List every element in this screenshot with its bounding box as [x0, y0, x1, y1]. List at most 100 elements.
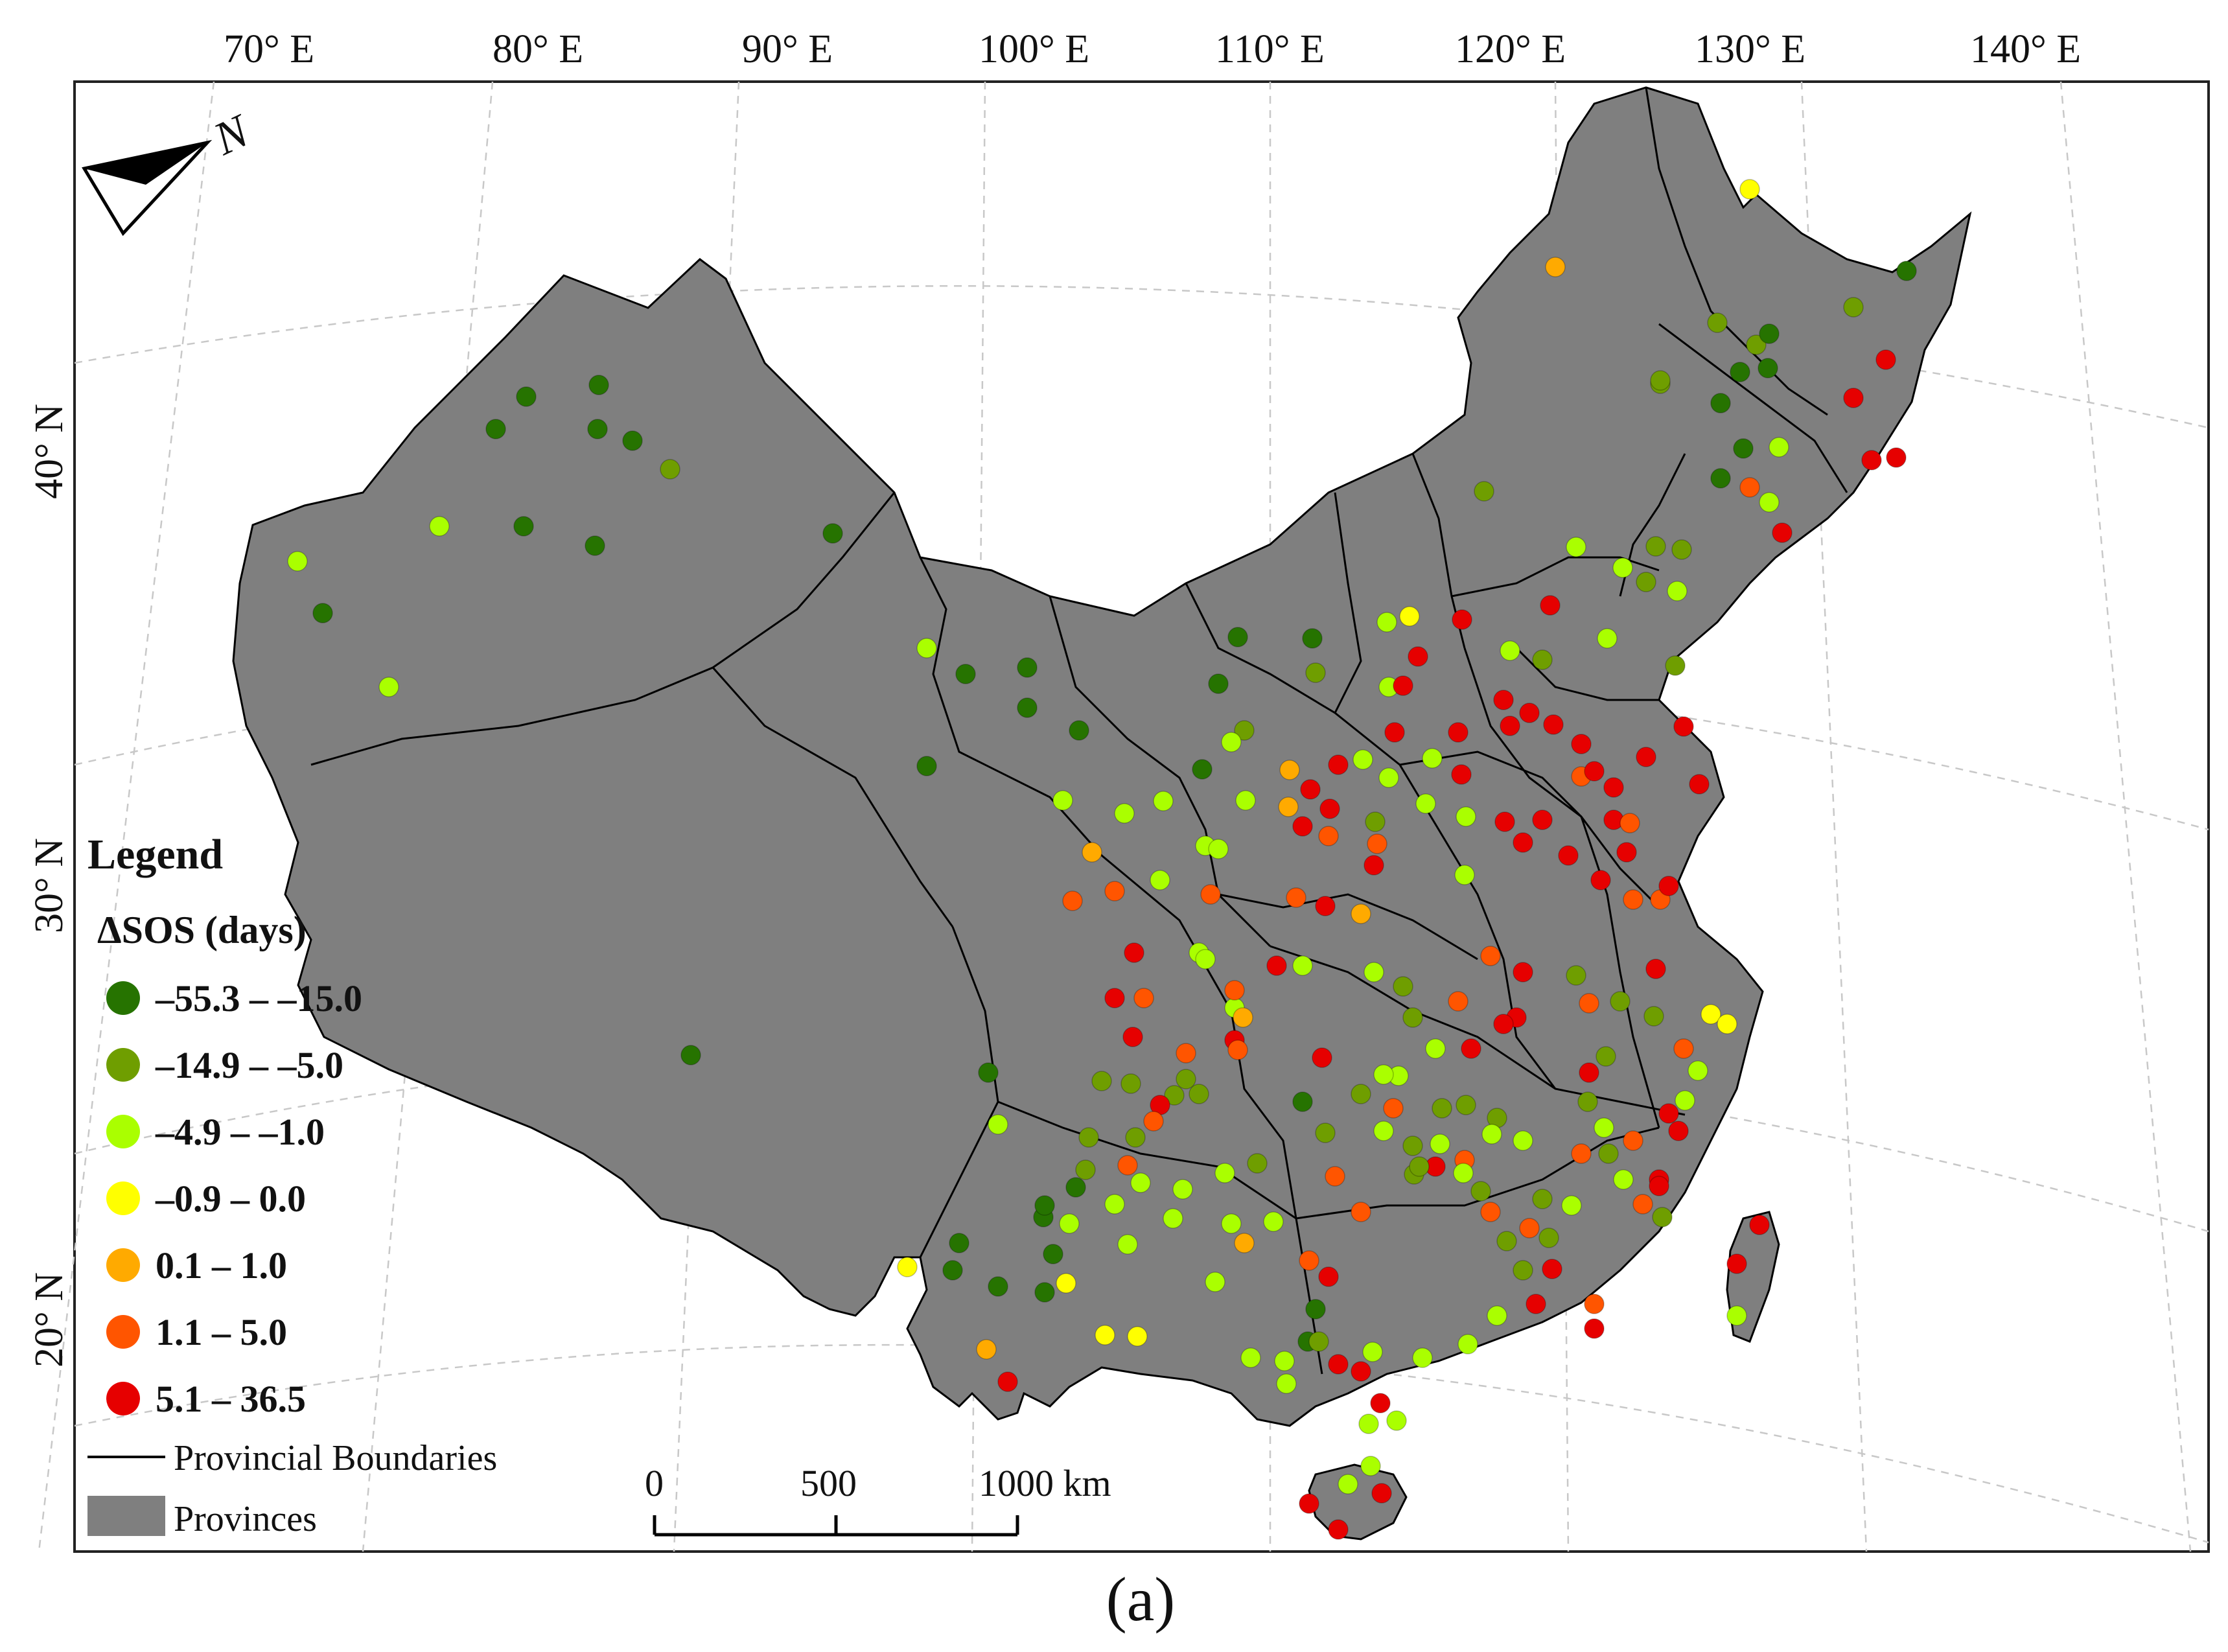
station-point [1409, 1156, 1430, 1177]
station-point [1312, 1047, 1332, 1068]
legend-class-swatch-icon [106, 1315, 140, 1349]
station-point [1645, 959, 1666, 979]
station-point [1673, 716, 1694, 737]
station-point [1351, 1084, 1371, 1104]
station-point [955, 664, 976, 684]
station-point [1474, 481, 1494, 502]
station-point [1386, 1410, 1407, 1431]
scale-bar-label: 0 [645, 1462, 664, 1504]
station-point [1091, 1071, 1112, 1091]
station-point [1208, 839, 1229, 859]
station-point [997, 1371, 1018, 1392]
station-point [1371, 1483, 1392, 1504]
station-point [1623, 889, 1643, 910]
station-point [1240, 1347, 1261, 1368]
station-point [1493, 690, 1514, 710]
legend-title: Legend [87, 831, 223, 878]
legend-boundary-label: Provincial Boundaries [174, 1438, 497, 1478]
station-point [1456, 1095, 1476, 1115]
station-point [1224, 980, 1245, 1001]
scale-bar-label: 500 [800, 1462, 857, 1504]
station-point [1532, 649, 1553, 670]
station-point [1494, 811, 1515, 832]
station-point [1227, 1040, 1248, 1060]
station-point [1861, 450, 1882, 471]
station-point [1652, 1207, 1673, 1227]
legend-class-label: 0.1 – 1.0 [156, 1244, 287, 1286]
legend-province-swatch-icon [87, 1496, 165, 1536]
station-point [1658, 876, 1679, 896]
station-point [1117, 1155, 1138, 1176]
legend: Legend ΔSOS (days) –55.3 – –15.0 –14.9 – … [87, 831, 497, 1539]
station-point [1384, 722, 1405, 743]
station-point [1075, 1159, 1096, 1180]
station-point [1305, 662, 1326, 683]
station-point [1034, 1282, 1055, 1303]
station-point [1513, 1130, 1533, 1151]
station-point [1532, 809, 1553, 830]
scale-bar: 0 500 1000 km [645, 1462, 1111, 1537]
station-point [1480, 1202, 1501, 1222]
legend-class-label: –14.9 – –5.0 [155, 1044, 343, 1086]
station-point [1263, 1211, 1284, 1232]
legend-class-swatch-icon [106, 1048, 140, 1082]
station-point [1545, 257, 1566, 277]
legend-class-swatch-icon [106, 1248, 140, 1282]
station-point [1616, 842, 1637, 863]
station-point [1726, 1305, 1747, 1326]
station-point [1299, 1493, 1319, 1514]
station-point [1619, 813, 1640, 833]
station-point [1584, 1294, 1605, 1314]
station-point [942, 1260, 963, 1281]
station-point [1577, 1091, 1598, 1112]
station-point [429, 516, 450, 537]
station-point [1095, 1325, 1115, 1345]
station-point [1059, 1213, 1080, 1234]
legend-class-swatch-icon [106, 1181, 140, 1215]
lon-label: 70° E [224, 27, 314, 71]
station-point [1315, 896, 1336, 916]
station-point [1078, 1127, 1099, 1148]
station-point [660, 459, 680, 480]
station-point [1543, 714, 1564, 735]
station-point [1318, 1266, 1339, 1287]
station-point [1234, 720, 1255, 741]
station-point [1710, 468, 1731, 489]
station-point [1402, 1007, 1423, 1028]
legend-class-swatch-icon [106, 981, 140, 1015]
station-point [1542, 1259, 1562, 1279]
station-point [1457, 1334, 1478, 1355]
station-point [1598, 1143, 1619, 1164]
station-point [1104, 988, 1125, 1008]
legend-class-label: 1.1 – 5.0 [156, 1311, 287, 1353]
station-point [1636, 747, 1656, 767]
latitude-labels: 40° N 30° N 20° N [27, 404, 71, 1367]
station-point [1749, 1215, 1770, 1235]
station-point [1376, 612, 1397, 633]
station-point [513, 516, 534, 537]
station-point [1214, 1163, 1235, 1183]
station-point [1305, 1299, 1326, 1320]
station-point [1432, 1098, 1452, 1119]
station-point [1671, 539, 1692, 560]
station-point [1192, 759, 1213, 780]
station-point [988, 1276, 1008, 1297]
station-point [1234, 1233, 1255, 1253]
station-point [1328, 1354, 1349, 1375]
station-point [1302, 628, 1323, 649]
station-point [1062, 890, 1083, 911]
station-point [1378, 767, 1399, 788]
north-arrow: N [82, 104, 259, 237]
station-point [1363, 962, 1384, 983]
station-point [1610, 991, 1630, 1012]
station-point [1365, 811, 1386, 832]
station-point [822, 523, 843, 544]
station-point [1351, 903, 1371, 924]
station-point [1176, 1043, 1196, 1064]
station-point [1758, 358, 1778, 378]
legend-class-swatch-icon [106, 1382, 140, 1415]
station-point [1082, 842, 1102, 863]
station-point [1612, 557, 1633, 578]
